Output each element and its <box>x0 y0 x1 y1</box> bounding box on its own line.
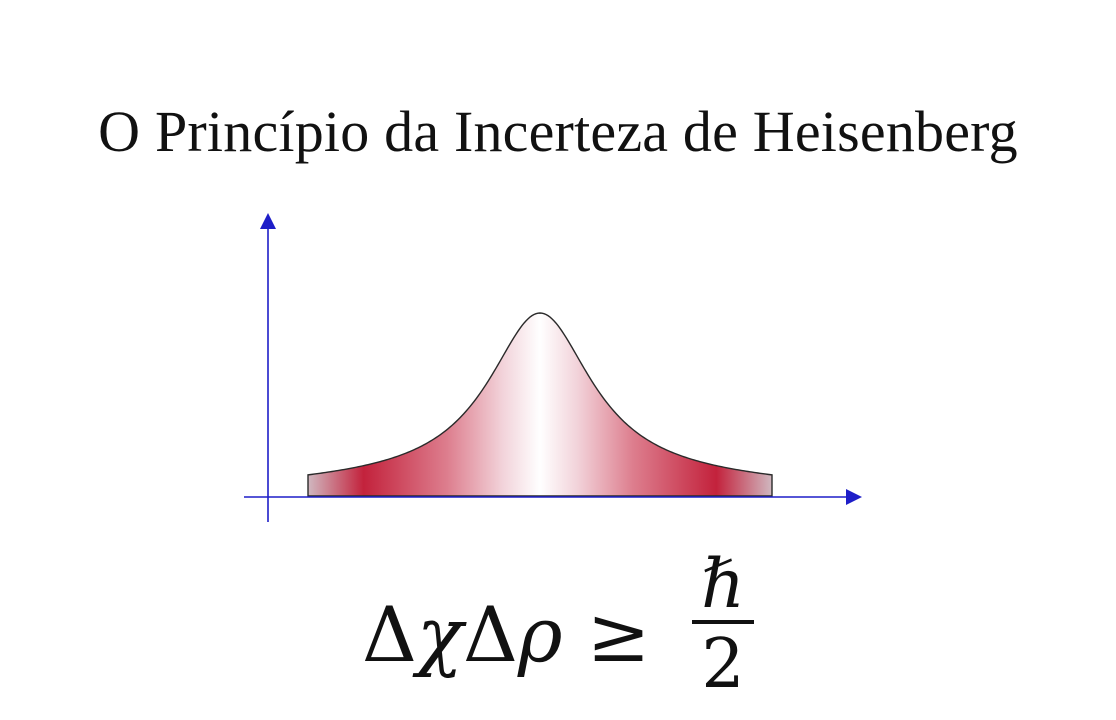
delta-symbol: Δ <box>362 590 417 679</box>
fraction-bar <box>692 620 754 624</box>
page-title: O Princípio da Incerteza de Heisenberg <box>98 99 1018 164</box>
arrow-up-icon <box>260 213 276 229</box>
arrow-right-icon <box>846 489 862 505</box>
delta-symbol: Δ <box>462 590 518 679</box>
geq-symbol: ≥ <box>586 590 651 679</box>
formula-fraction: ℏ 2 <box>692 548 754 702</box>
gaussian-curve <box>307 312 773 497</box>
hbar-symbol: ℏ <box>701 545 745 624</box>
momentum-symbol: ρ <box>517 590 563 679</box>
fraction-denominator: 2 <box>701 625 745 704</box>
formula-lhs: ΔχΔρ ≥ <box>362 590 650 679</box>
position-symbol: χ <box>416 590 463 679</box>
